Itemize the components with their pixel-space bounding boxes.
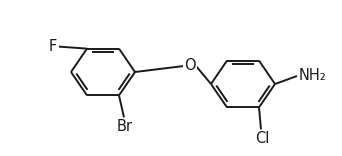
Text: Cl: Cl bbox=[255, 131, 269, 146]
Text: F: F bbox=[49, 39, 57, 54]
Text: O: O bbox=[184, 58, 196, 73]
Text: NH₂: NH₂ bbox=[299, 68, 327, 83]
Text: Br: Br bbox=[117, 119, 133, 134]
